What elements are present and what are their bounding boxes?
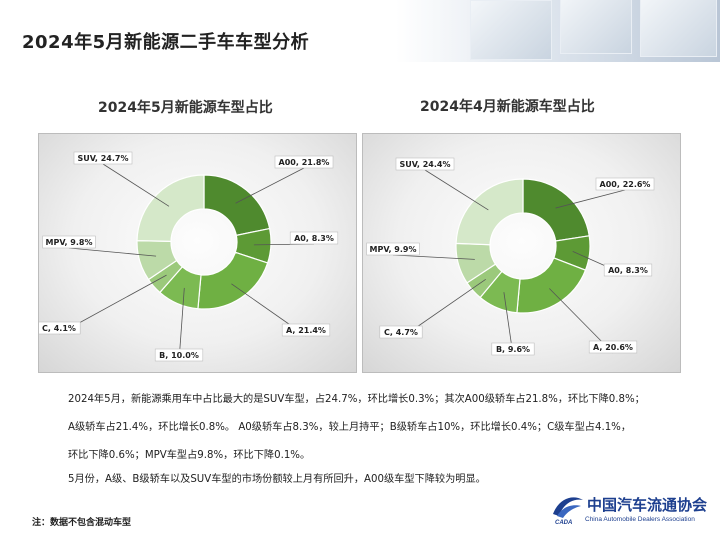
donut-slice-a00 xyxy=(203,174,271,237)
chart-panel-apr: A00, 22.6% A0, 8.3% A, 20.6% B, 9.6% C, 4.7%… xyxy=(362,133,681,373)
data-label-box xyxy=(73,151,133,165)
header-decoration xyxy=(470,0,552,60)
logo-name-en: China Automobile Dealers Association xyxy=(585,516,695,523)
data-label-box xyxy=(39,321,81,335)
data-label-suv: SUV, 24.4% xyxy=(400,160,451,169)
donut-chart-apr: A00, 22.6% A0, 8.3% A, 20.6% B, 9.6% C, 4.7%… xyxy=(366,157,655,356)
donut-slice-suv xyxy=(455,178,524,246)
data-label-box xyxy=(154,348,204,362)
logo-mark-text: CADA xyxy=(555,520,573,526)
data-label-mpv: MPV, 9.8% xyxy=(46,238,93,247)
data-label-box xyxy=(491,342,535,356)
data-label-a00: A00, 22.6% xyxy=(600,180,651,189)
data-label-box xyxy=(366,242,420,256)
data-label-box xyxy=(42,235,96,249)
description-line: 5月份，A级、B级轿车以及SUV车型的市场份额较上月有所回升，A00级车型下降较… xyxy=(68,474,486,485)
data-label-a0: A0, 8.3% xyxy=(608,266,648,275)
page-title: 2024年5月新能源二手车车型分析 xyxy=(22,32,310,53)
logo-name-cn: 中国汽车流通协会 xyxy=(587,496,708,514)
leader-line xyxy=(555,189,626,209)
data-label-suv: SUV, 24.7% xyxy=(78,154,129,163)
data-label-c: C, 4.1% xyxy=(42,324,76,333)
description-line: 2024年5月，新能源乘用车中占比最大的是SUV车型，占24.7%，环比增长0.… xyxy=(68,394,645,405)
data-label-b: B, 9.6% xyxy=(496,345,530,354)
donut-slice-a00 xyxy=(522,178,590,242)
donut-slice-a xyxy=(516,257,587,314)
leader-line xyxy=(68,247,157,257)
data-label-a00: A00, 21.8% xyxy=(279,158,330,167)
chart-title-may: 2024年5月新能源车型占比 xyxy=(98,100,273,116)
donut-slice-a xyxy=(197,251,269,310)
data-label-mpv: MPV, 9.9% xyxy=(370,245,417,254)
data-label-box xyxy=(289,231,339,245)
cada-logo-icon xyxy=(553,497,583,518)
footnote: 注：数据不包含混动车型 xyxy=(32,518,132,528)
leader-line xyxy=(392,254,475,260)
data-label-a: A, 20.6% xyxy=(593,343,633,352)
header-decoration xyxy=(560,0,632,54)
header-band xyxy=(0,0,720,62)
data-label-box xyxy=(281,323,331,337)
data-label-a: A, 21.4% xyxy=(286,326,326,335)
header-decoration xyxy=(640,0,717,57)
leader-line xyxy=(102,163,170,207)
donut-chart-may: A00, 21.8% A0, 8.3% A, 21.4% B, 10.0% C, 4.1… xyxy=(39,151,339,362)
description-line: 环比下降0.6%；MPV车型占9.8%，环比下降0.1%。 xyxy=(68,450,311,461)
data-label-b: B, 10.0% xyxy=(159,351,199,360)
data-label-a0: A0, 8.3% xyxy=(294,234,334,243)
donut-slice-suv xyxy=(136,174,205,242)
data-label-c: C, 4.7% xyxy=(384,328,418,337)
leader-line xyxy=(424,169,489,211)
data-label-box xyxy=(379,325,423,339)
data-label-box xyxy=(274,155,334,169)
data-label-box xyxy=(395,157,455,171)
data-label-box xyxy=(603,263,653,277)
logo: CADA 中国汽车流通协会 China Automobile Dealers A… xyxy=(545,492,715,532)
description-line: A级轿车占21.4%，环比增长0.8%。 A0级轿车占8.3%，较上月持平；B级… xyxy=(68,422,632,433)
leader-line xyxy=(235,167,305,204)
data-label-box xyxy=(588,340,638,354)
chart-panel-may: A00, 21.8% A0, 8.3% A, 21.4% B, 10.0% C, 4.1… xyxy=(38,133,357,373)
data-label-box xyxy=(595,177,655,191)
chart-title-apr: 2024年4月新能源车型占比 xyxy=(420,99,595,115)
